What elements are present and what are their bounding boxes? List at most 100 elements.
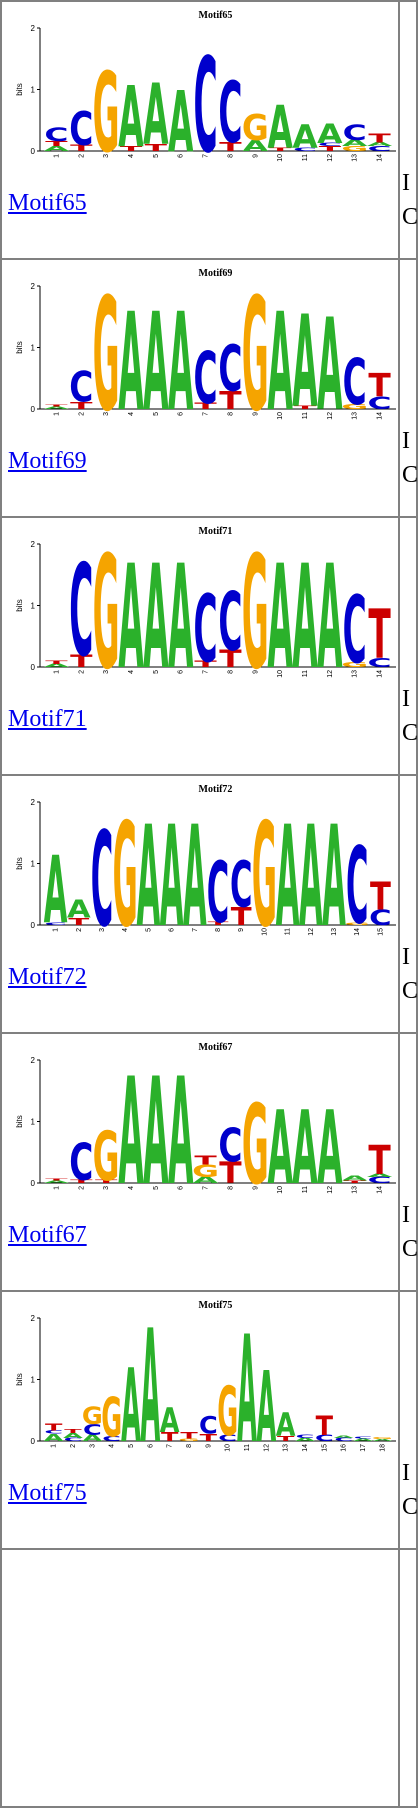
y-tick-label: 0 — [31, 921, 36, 930]
logo-letter-A: A — [82, 1433, 102, 1443]
x-tick-label: 8 — [227, 1186, 234, 1190]
logo-letter-G: G — [179, 1438, 200, 1442]
side-line-2: C — [402, 1494, 418, 1520]
logo-title: Motif67 — [199, 1042, 233, 1053]
logo-letter-T: T — [70, 1179, 92, 1184]
x-tick-label: 1 — [53, 412, 60, 416]
logo-letter-G: G — [101, 1386, 122, 1450]
motif-link[interactable]: Motif69 — [8, 448, 87, 474]
logo-letter-T: T — [45, 1421, 63, 1433]
side-line-1: I — [402, 1460, 411, 1486]
x-tick-label: 16 — [341, 1444, 348, 1452]
x-tick-label: 3 — [89, 1444, 96, 1448]
side-line-2: C — [402, 462, 418, 488]
x-tick-label: 11 — [302, 1186, 309, 1193]
logo-letter-C: C — [369, 907, 391, 931]
logo-letter-C: C — [218, 65, 242, 163]
logo-letter-A: A — [367, 141, 394, 147]
logo-letter-A: A — [143, 67, 169, 165]
logo-letter-A: A — [168, 75, 194, 166]
y-tick-label: 1 — [31, 602, 36, 611]
logo-letter-G: G — [242, 1083, 269, 1198]
y-tick-label: 0 — [31, 405, 36, 414]
logo-letter-G: G — [93, 1119, 120, 1197]
logo-letter-G: G — [93, 51, 120, 166]
logo-letter-A: A — [140, 1297, 160, 1456]
logo-letter-C: C — [368, 655, 392, 670]
logo-title: Motif65 — [199, 10, 233, 21]
logo-letter-T: T — [219, 1157, 242, 1191]
logo-letter-T: T — [219, 386, 241, 415]
y-tick-label: 2 — [31, 540, 36, 549]
x-tick-label: 6 — [178, 412, 185, 416]
logo-letter-C: C — [218, 332, 242, 406]
logo-letter-A: A — [367, 1173, 392, 1178]
logo-letter-A: A — [299, 797, 323, 940]
logo-letter-T: T — [219, 645, 242, 673]
x-tick-label: 8 — [227, 154, 234, 158]
logo-letter-A: A — [276, 797, 300, 940]
logo-letter-A: A — [63, 1432, 84, 1440]
logo-letter-A: A — [118, 285, 143, 424]
x-tick-label: 3 — [103, 154, 110, 158]
logo-letter-G: G — [242, 108, 269, 149]
x-tick-label: 10 — [277, 1186, 284, 1194]
logo-letter-C: C — [194, 32, 218, 166]
x-tick-label: 10 — [277, 670, 284, 678]
logo-letter-A: A — [143, 1048, 168, 1198]
x-tick-label: 6 — [178, 154, 185, 158]
logo-letter-C: C — [69, 103, 93, 156]
x-tick-label: 4 — [128, 154, 135, 158]
x-tick-label: 5 — [153, 1186, 160, 1190]
y-axis-label: bits — [15, 1373, 24, 1385]
x-tick-label: 12 — [327, 670, 334, 678]
x-tick-label: 13 — [331, 928, 338, 936]
logo-title: Motif69 — [199, 268, 233, 279]
x-tick-label: 4 — [128, 1186, 135, 1190]
logo-letter-C: C — [83, 1421, 102, 1438]
logo-letter-G: G — [341, 661, 368, 669]
x-tick-label: 9 — [252, 154, 259, 158]
logo-letter-G: G — [93, 264, 120, 424]
motif-link[interactable]: Motif67 — [8, 1222, 87, 1248]
x-tick-label: 2 — [78, 412, 85, 416]
x-tick-label: 18 — [379, 1444, 386, 1452]
motif-link[interactable]: Motif72 — [8, 964, 87, 990]
logo-letter-T: T — [269, 147, 291, 152]
logo-letter-A: A — [44, 1432, 64, 1444]
logo-letter-G: G — [341, 403, 368, 411]
x-tick-label: 2 — [70, 1444, 77, 1448]
logo-letter-C: C — [44, 124, 68, 146]
side-cell — [399, 1549, 417, 1807]
logo-letter-A: A — [143, 535, 168, 682]
motif-link[interactable]: Motif65 — [8, 190, 87, 216]
x-tick-label: 9 — [252, 670, 259, 674]
logo-letter-A: A — [267, 285, 292, 424]
x-tick-label: 9 — [252, 1186, 259, 1190]
logo-letter-T: T — [231, 902, 252, 932]
logo-letter-C: C — [343, 121, 367, 145]
motif-cell — [1, 1549, 400, 1807]
logo-letter-C: C — [91, 805, 113, 940]
logo-title: Motif72 — [199, 784, 233, 795]
motif-link[interactable]: Motif71 — [8, 706, 87, 732]
y-tick-label: 1 — [31, 1376, 36, 1385]
y-tick-label: 2 — [31, 24, 36, 33]
x-tick-label: 17 — [360, 1444, 367, 1452]
side-line-2: C — [402, 204, 418, 230]
x-tick-label: 8 — [186, 1444, 193, 1448]
motif-link[interactable]: Motif75 — [8, 1480, 87, 1506]
logo-letter-A: A — [317, 1089, 342, 1198]
logo-letter-T: T — [70, 652, 93, 671]
logo-letter-T: T — [194, 401, 217, 411]
logo-letter-A: A — [292, 535, 317, 682]
logo-letter-A: A — [342, 138, 368, 148]
logo-letter-T: T — [95, 1179, 117, 1184]
side-line-1: I — [402, 1202, 411, 1228]
